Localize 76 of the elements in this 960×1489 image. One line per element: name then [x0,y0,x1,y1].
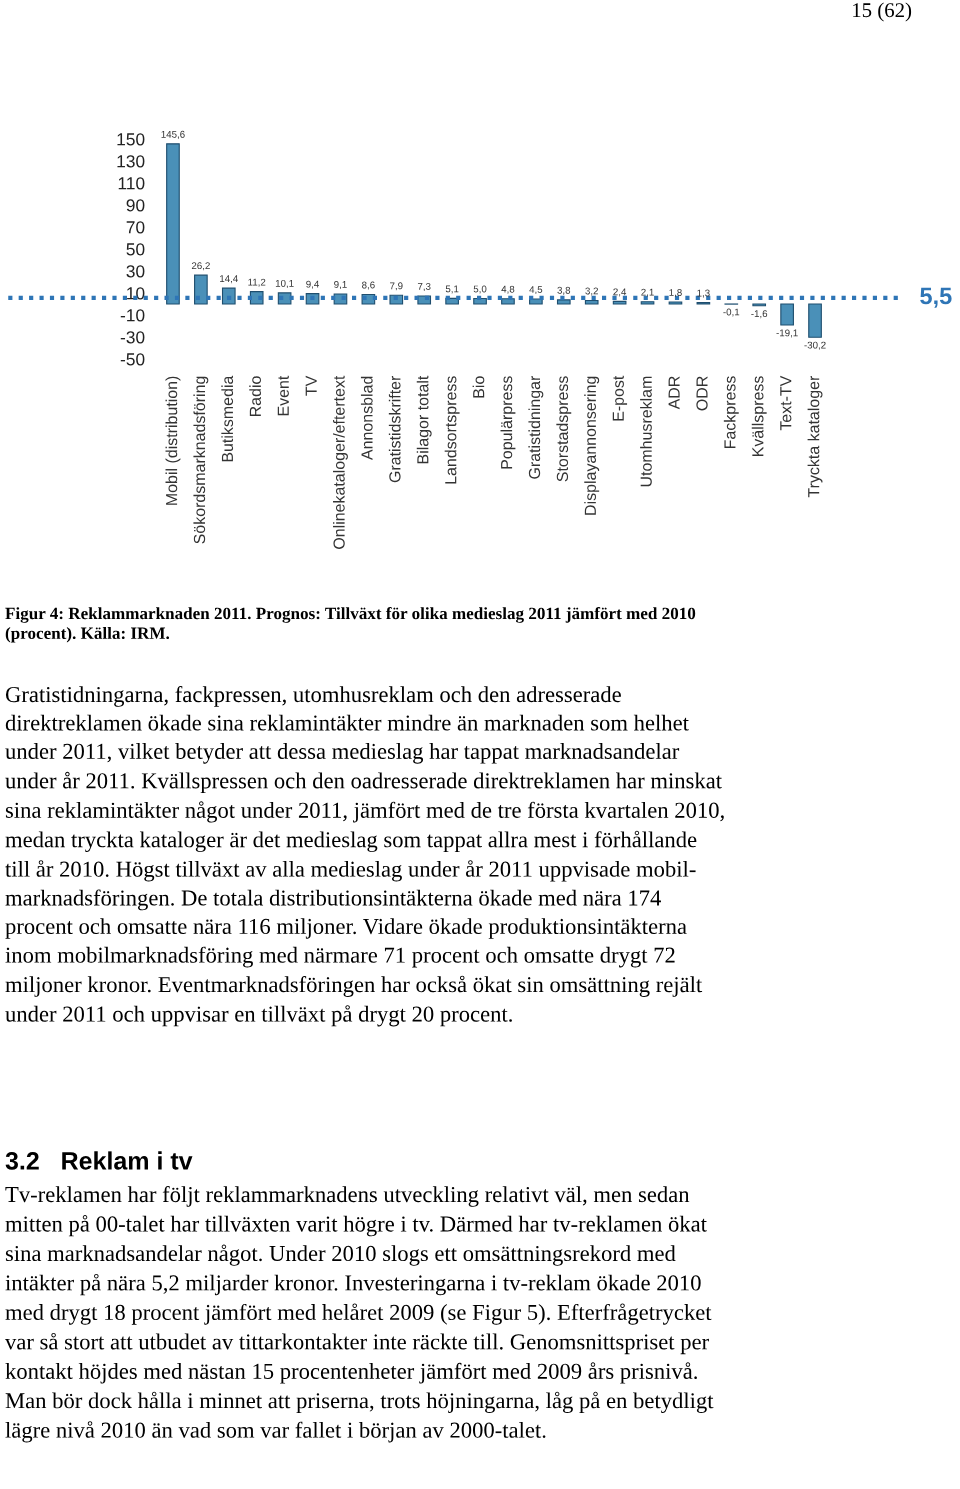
data-label: 7,9 [390,282,403,291]
bar [780,303,794,326]
text: Gratistidningarna, fackpressen, utomhusreklam och den adresserade direktreklamen ökade sina reklamintäkter mindre än marknaden som helhet under 2011, vilket betyder att dessa medieslag har tappat marknadsandelar under år 2011. Kvällspressen och den oadresserade direktreklamen har minskat sina reklamintäkter något under 2011, jämfört med de tre första kvartalen 2010, medan tryckta kataloger är det medieslag som tappat allra mest i förhållande till år 2010. Högst tillväxt av alla medieslag under år 2011 uppvisade mobil- marknadsföringen. De totala distributionsintäkterna ökade med nära 174 procent och omsatte nära 116 miljoner. Vidare ökade produktionsintäkterna inom mobilmarknadsföring med närmare 71 procent och omsatte drygt 72 miljoner kronor. Eventmarknadsföringen har också ökat sin omsättning rejält under 2011 och uppvisar en tillväxt på drygt 20 procent. [5,686,724,1027]
x-tick-label: Storstadspress [556,376,572,482]
data-label: 26,2 [191,262,210,271]
x-tick-label: Tryckta kataloger [807,375,823,498]
data-label: 2,1 [641,288,654,297]
bar [194,274,208,305]
bar [584,299,599,305]
x-tick-label: Butiksmedia [221,375,234,462]
y-tick-label: 150 [117,133,145,146]
data-label: 4,8 [501,285,515,294]
data-label: 7,3 [417,283,431,292]
y-tick-label: -30 [120,331,145,344]
bar [529,298,543,305]
x-tick-label: E-post [612,375,628,421]
x-tick-label: ADR [668,376,680,410]
bar [501,298,515,305]
data-label: 8,6 [362,281,375,290]
bar [556,299,571,305]
x-tick-label: Fackpress [723,376,739,449]
x-tick-label: Radio [249,376,261,417]
bar [612,300,627,305]
data-label: 1,3 [697,289,710,298]
x-tick-label: Bio [472,376,485,398]
bar [166,143,180,305]
x-tick-label: TV [305,375,317,396]
x-tick-label: Text-TV [780,375,792,431]
data-label: 4,5 [529,286,543,295]
y-tick-label: 10 [127,287,145,300]
x-tick-label: Annonsblad [360,376,373,460]
x-tick-label: ODR [696,376,708,411]
y-tick-label: -10 [120,309,145,322]
x-tick-label: Populärpress [500,376,516,469]
data-label: 5,0 [473,285,487,294]
data-label: 3,8 [557,286,571,295]
data-label: 2,4 [613,288,627,297]
y-tick-label: 70 [126,221,145,234]
data-label: 10,1 [275,279,294,288]
x-tick-label: Displayannonsering [584,376,600,515]
x-tick-label: Mobil (distribution) [165,376,181,505]
data-label: -0,1 [723,308,740,317]
y-tick-label: 30 [126,265,145,278]
y-tick-label: 130 [117,155,145,168]
x-tick-label: Bilagor totalt [416,375,432,464]
x-tick-label: Event [277,375,289,416]
y-tick-label: 50 [126,243,145,256]
bar [221,287,236,305]
ref-line-label: 5,5 [920,287,952,308]
bar [808,303,822,338]
x-tick-label: Gratistidningar [528,375,544,479]
text: Figur 4: Reklammarknaden 2011. Prognos: Tillväxt för olika medieslag 2011 jämfört med 2010 (procent). Källa: IRM. [5,607,696,643]
data-label: -30,2 [804,341,826,350]
data-label: 9,4 [306,280,320,289]
data-label: 3,2 [585,287,598,296]
text: Tv-reklamen har följt reklammarknadens utveckling relativt väl, men sedan mitten på 00-talet har tillväxten varit högre i tv. Därmed har tv-reklamen ökat sina marknadsandelar något. Under 2010 slogs ett omsättningsrekord med intäkter på nära 5,2 miljarder kronor. Investeringarna i tv-reklam ökade 2010 med drygt 18 procent jämfört med helåret 2009 (se Figur 5). Efterfrågetrycket var så stort att utbudet av tittarkontakter inte räckte till. Genomsnittspriset per kontakt höjdes med nästan 15 procentenheter jämfört med 2009 års prisnivå. Man bör dock hålla i minnet att priserna, trots höjningarna, låg på en betydligt lägre nivå 2010 än vad som var fallet i början av 2000-talet. [5,1186,714,1443]
x-tick-label: Kvällspress [751,376,767,457]
x-tick-label: Gratistidskrifter [388,375,401,483]
bar [640,301,655,305]
x-tick-label: Utomhusreklam [640,376,652,487]
y-tick-label: -50 [120,353,145,366]
data-label: 11,2 [248,278,266,287]
x-tick-label: Onlinekataloger/eftertext [333,375,348,549]
x-tick-label: Landsortspress [444,376,460,484]
data-label: -1,6 [751,310,768,319]
x-tick-label: Sökordsmarknadsföring [193,376,209,544]
text: 15 (62) [853,2,912,22]
y-tick-label: 110 [118,177,145,190]
data-label: 1,8 [669,289,682,298]
data-label: 5,1 [445,285,459,294]
data-label: 145,6 [161,130,185,139]
text: 3.2 Reklam i tv [5,1151,193,1170]
data-label: 14,4 [220,275,238,284]
data-label: 9,1 [334,281,347,290]
y-tick-label: 90 [126,199,145,212]
data-label: -19,1 [776,329,798,338]
